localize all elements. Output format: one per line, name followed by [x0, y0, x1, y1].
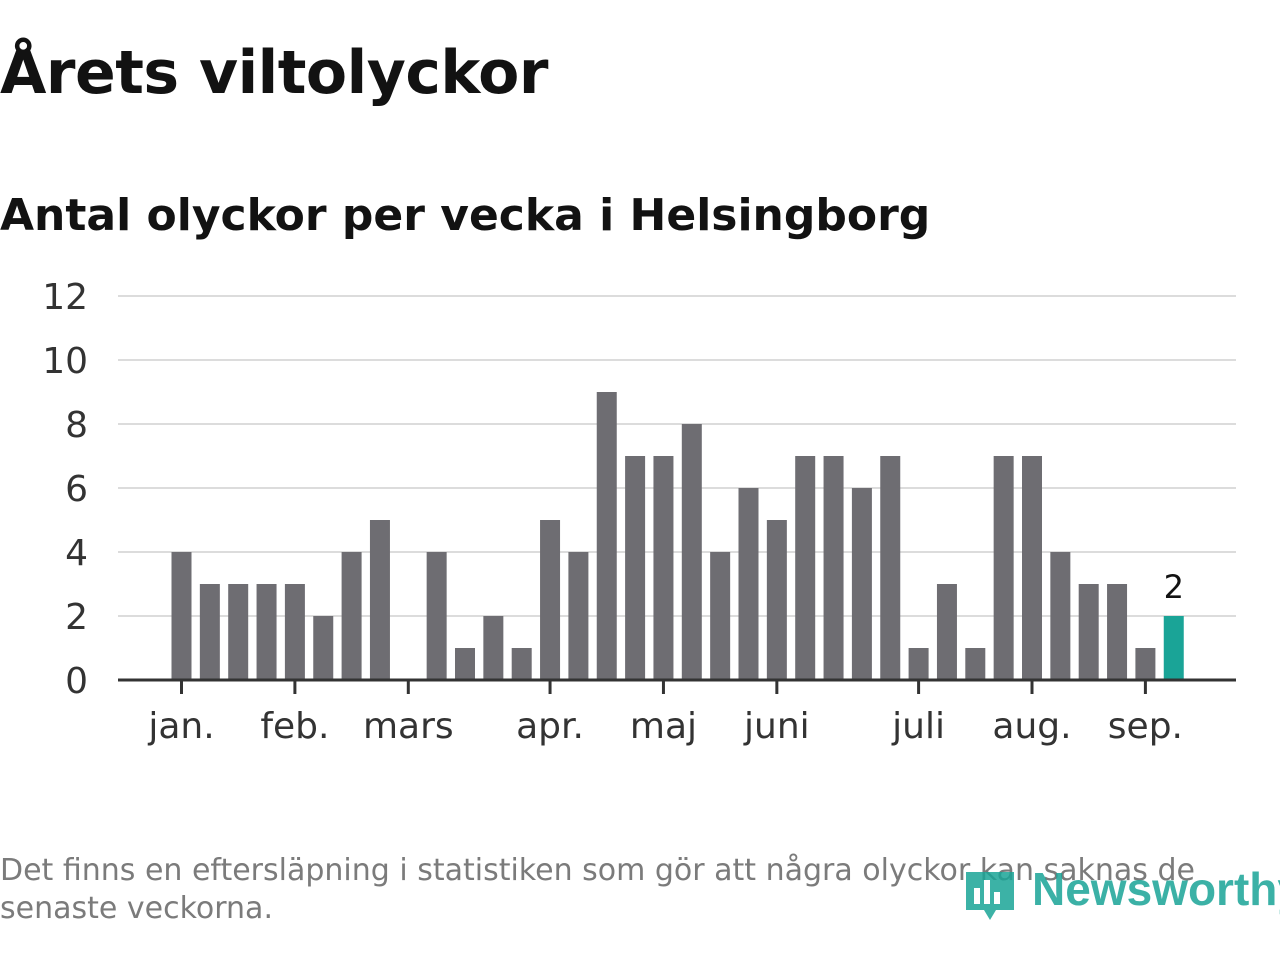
x-tick-label: juli — [891, 706, 945, 747]
bar — [965, 648, 986, 680]
bar — [936, 584, 957, 680]
bar — [426, 552, 447, 680]
x-tick-label: apr. — [516, 706, 584, 747]
weekly-accidents-bar-chart: 0 2 4 6 8 10 12 jan. feb. mars apr. maj juni juli aug… — [42, 277, 1236, 747]
bar — [455, 648, 475, 680]
bar — [766, 520, 787, 680]
bar — [540, 520, 561, 680]
newsworthy-logo-icon — [966, 872, 1014, 920]
bar — [369, 520, 390, 680]
bars — [171, 392, 1184, 680]
bar — [653, 456, 674, 680]
x-axis — [118, 678, 1236, 694]
bar — [993, 456, 1014, 680]
x-tick-label: mars — [363, 706, 454, 747]
chart-title: Årets viltolyckor — [0, 38, 549, 108]
data-labels: 2 — [1164, 568, 1184, 606]
y-tick-label: 6 — [65, 469, 88, 510]
x-tick-label: aug. — [992, 706, 1071, 747]
y-tick-label: 4 — [65, 533, 88, 574]
x-tick-label: sep. — [1108, 706, 1183, 747]
bar — [228, 584, 249, 680]
bar — [483, 616, 504, 680]
highlight-data-label: 2 — [1164, 568, 1184, 606]
bar — [851, 488, 872, 680]
bar — [1050, 552, 1071, 680]
bar — [625, 456, 646, 680]
bar — [284, 584, 305, 680]
bar — [256, 584, 277, 680]
bar — [1107, 584, 1128, 680]
x-tick-label: jan. — [147, 706, 214, 747]
bar — [1078, 584, 1099, 680]
bar — [738, 488, 759, 680]
x-tick-label: maj — [630, 706, 697, 747]
bar — [880, 456, 901, 680]
bar — [596, 392, 617, 680]
bar — [511, 648, 532, 680]
bar — [823, 456, 844, 680]
bar — [341, 552, 362, 680]
y-tick-label: 8 — [65, 405, 88, 446]
y-tick-label: 2 — [65, 597, 88, 638]
bar — [681, 424, 702, 680]
bar — [313, 616, 334, 680]
bar — [171, 552, 192, 680]
newsworthy-logo-text: Newsworthy — [1032, 863, 1280, 915]
gridlines — [118, 295, 1236, 617]
bar — [710, 552, 731, 680]
x-axis-tick-labels: jan. feb. mars apr. maj juni juli aug. sep. — [147, 706, 1183, 747]
x-tick-label: feb. — [260, 706, 329, 747]
y-axis-tick-labels: 0 2 4 6 8 10 12 — [42, 277, 88, 702]
bar — [1022, 456, 1042, 680]
chart-subtitle: Antal olyckor per vecka i Helsingborg — [0, 190, 931, 241]
bar — [1135, 648, 1156, 680]
x-tick-label: juni — [743, 706, 810, 747]
bar — [795, 456, 816, 680]
y-tick-label: 0 — [65, 661, 88, 702]
newsworthy-logo: Newsworthy — [962, 858, 1280, 930]
y-tick-label: 12 — [42, 277, 88, 318]
y-tick-label: 10 — [42, 341, 88, 382]
bar — [199, 584, 220, 680]
bar — [908, 648, 929, 680]
bar — [568, 552, 589, 680]
highlight-bar — [1163, 616, 1184, 680]
